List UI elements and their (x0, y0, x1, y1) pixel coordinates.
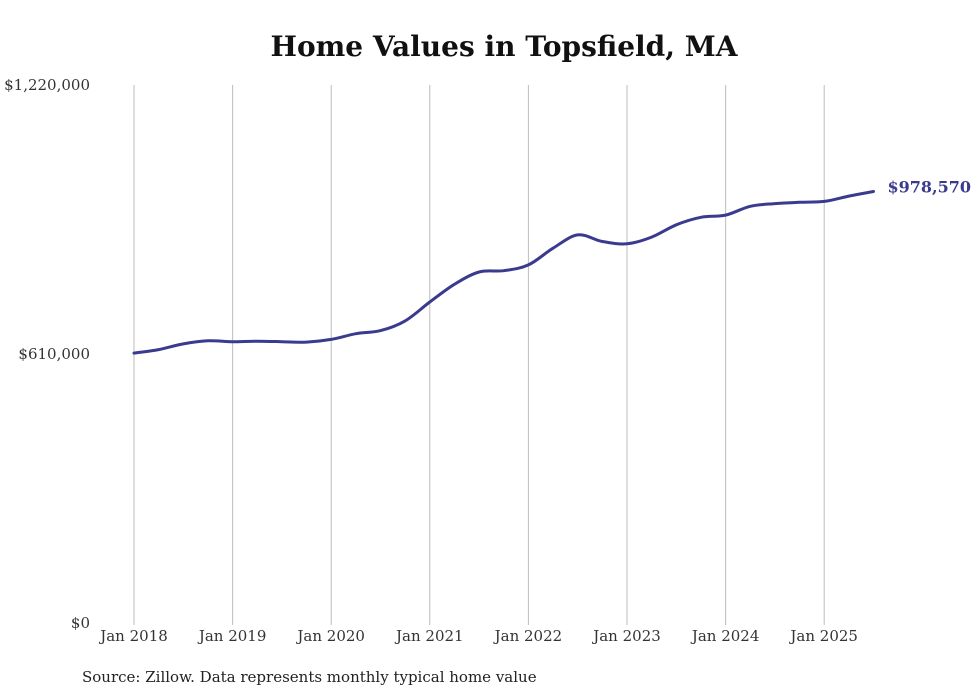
home-value-line (132, 190, 875, 355)
x-tick-label: Jan 2024 (690, 627, 760, 645)
end-value-label: $978,570 (888, 177, 972, 196)
source-note: Source: Zillow. Data represents monthly … (82, 668, 537, 686)
x-tick-label: Jan 2022 (493, 627, 563, 645)
x-tick-label: Jan 2021 (394, 627, 464, 645)
y-tick-label: $0 (71, 614, 90, 632)
y-tick-label: $1,220,000 (4, 76, 90, 94)
x-tick-label: Jan 2019 (197, 627, 267, 645)
chart-title: Home Values in Topsfield, MA (270, 30, 738, 63)
x-tick-label: Jan 2023 (591, 627, 661, 645)
x-tick-label: Jan 2025 (788, 627, 858, 645)
y-tick-label: $610,000 (18, 345, 90, 363)
x-tick-label: Jan 2018 (98, 627, 168, 645)
x-tick-label: Jan 2020 (295, 627, 365, 645)
